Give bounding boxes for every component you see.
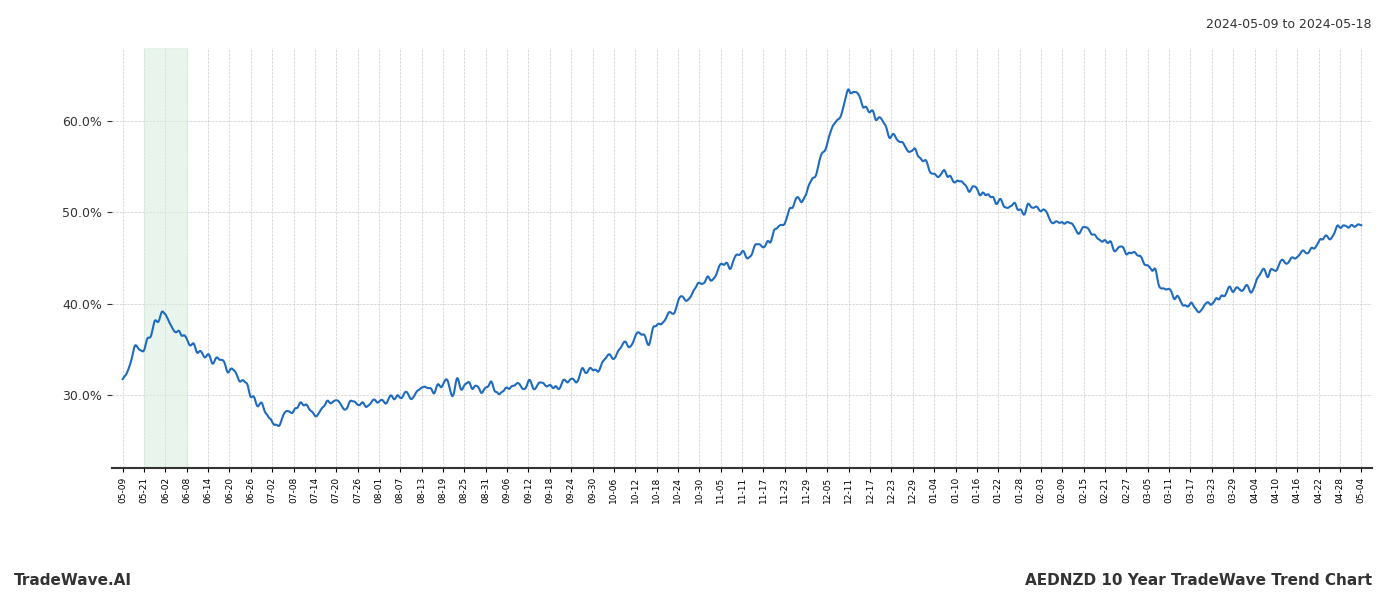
- Text: TradeWave.AI: TradeWave.AI: [14, 573, 132, 588]
- Text: AEDNZD 10 Year TradeWave Trend Chart: AEDNZD 10 Year TradeWave Trend Chart: [1025, 573, 1372, 588]
- Text: 2024-05-09 to 2024-05-18: 2024-05-09 to 2024-05-18: [1207, 18, 1372, 31]
- Bar: [144, 48, 186, 468]
